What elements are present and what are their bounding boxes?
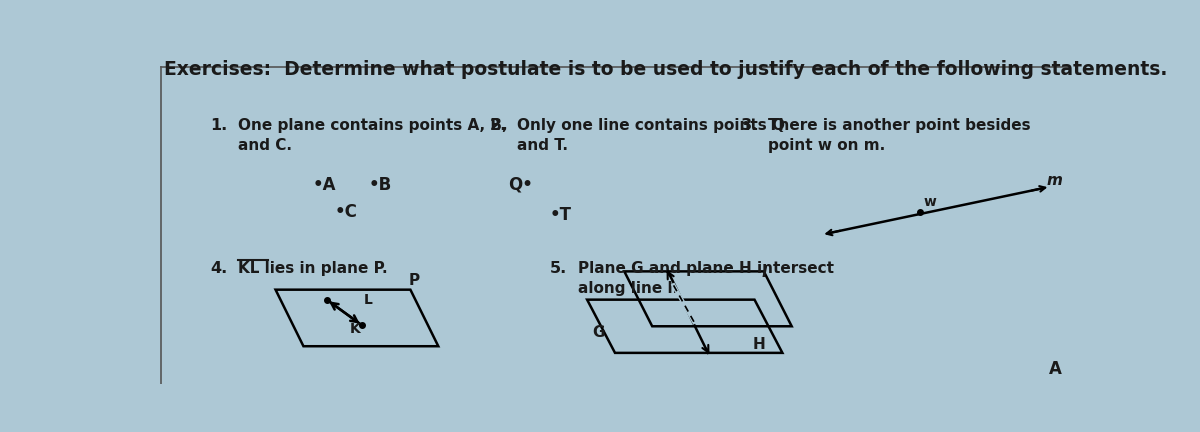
- Text: KL lies in plane P.: KL lies in plane P.: [239, 261, 388, 276]
- Text: •C: •C: [334, 203, 358, 220]
- Text: •B: •B: [368, 176, 391, 194]
- Text: Plane G and plane H intersect
along line l.: Plane G and plane H intersect along line…: [578, 261, 834, 296]
- Text: P: P: [408, 273, 420, 288]
- Text: Q•: Q•: [508, 176, 533, 194]
- Text: 1.: 1.: [210, 118, 228, 133]
- Text: 4.: 4.: [210, 261, 228, 276]
- Text: •T: •T: [550, 206, 572, 224]
- Text: w: w: [924, 195, 937, 209]
- Text: Only one line contains points Q
and T.: Only one line contains points Q and T.: [517, 118, 785, 153]
- Text: l: l: [762, 264, 767, 280]
- Text: H: H: [752, 337, 766, 352]
- Text: 3.: 3.: [740, 118, 758, 133]
- Text: K: K: [350, 321, 361, 336]
- Text: 5.: 5.: [550, 261, 568, 276]
- Text: There is another point besides
point w on m.: There is another point besides point w o…: [768, 118, 1031, 153]
- Text: 2.: 2.: [490, 118, 506, 133]
- Text: Exercises:  Determine what postulate is to be used to justify each of the follow: Exercises: Determine what postulate is t…: [164, 60, 1168, 79]
- Text: L: L: [364, 292, 373, 307]
- Text: G: G: [593, 325, 605, 340]
- Text: A: A: [1049, 360, 1062, 378]
- Text: m: m: [1046, 173, 1062, 188]
- Text: One plane contains points A, B,
and C.: One plane contains points A, B, and C.: [239, 118, 508, 153]
- Text: •A: •A: [313, 176, 336, 194]
